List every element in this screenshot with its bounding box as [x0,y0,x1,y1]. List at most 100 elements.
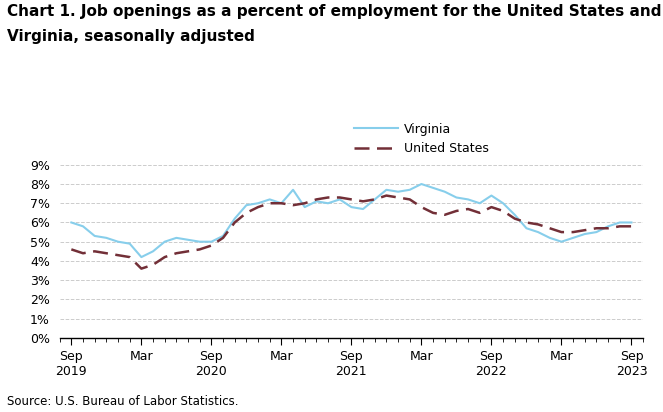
United States [68,247,76,252]
Virginia [68,220,76,225]
United States [324,195,332,200]
United States [208,243,215,248]
United States [231,220,239,225]
United States [289,203,297,208]
Virginia [102,235,110,240]
Virginia [79,224,87,229]
United States [359,199,367,204]
United States [394,195,402,200]
United States [558,229,566,234]
Virginia [499,201,507,206]
Virginia [418,182,426,187]
United States [114,253,122,258]
Line: Virginia: Virginia [72,184,631,257]
Virginia [616,220,624,225]
Virginia [569,235,577,240]
Virginia [335,197,343,202]
Virginia [208,239,215,244]
Virginia [243,203,251,208]
United States [522,220,530,225]
Legend: Virginia, United States: Virginia, United States [354,123,489,155]
Virginia [627,220,635,225]
Virginia [254,201,262,206]
Virginia [149,249,157,254]
United States [335,195,343,200]
United States [534,222,542,227]
Virginia [277,201,285,206]
United States [418,205,426,210]
Virginia [546,235,554,240]
Virginia [476,201,484,206]
United States [137,266,145,271]
Virginia [184,237,192,242]
United States [149,262,157,267]
Virginia [196,239,204,244]
United States [627,224,635,229]
Virginia [383,187,391,192]
Virginia [429,185,437,190]
United States [277,201,285,206]
United States [569,229,577,234]
United States [499,208,507,213]
Virginia [511,212,518,217]
Virginia [324,201,332,206]
Virginia [289,187,297,192]
Virginia [172,235,180,240]
United States [593,226,601,231]
Virginia [487,193,495,198]
Virginia [266,197,274,202]
Text: Virginia, seasonally adjusted: Virginia, seasonally adjusted [7,29,255,44]
Virginia [522,226,530,231]
Text: Chart 1. Job openings as a percent of employment for the United States and: Chart 1. Job openings as a percent of em… [7,4,661,19]
United States [243,211,251,215]
Virginia [593,229,601,234]
United States [266,201,274,206]
Text: Source: U.S. Bureau of Labor Statistics.: Source: U.S. Bureau of Labor Statistics. [7,395,238,408]
Virginia [359,206,367,211]
United States [196,247,204,252]
United States [312,197,320,202]
United States [347,197,355,202]
Virginia [91,234,99,239]
Virginia [441,189,449,194]
Virginia [406,187,414,192]
Virginia [312,199,320,204]
Virginia [604,224,612,229]
United States [91,249,99,254]
Virginia [558,239,566,244]
Virginia [114,239,122,244]
United States [371,197,379,202]
United States [102,251,110,256]
United States [219,235,227,240]
Virginia [301,205,309,210]
Virginia [581,232,589,236]
Virginia [347,205,355,210]
United States [301,201,309,206]
Virginia [126,241,134,246]
United States [160,255,168,260]
Virginia [452,195,460,200]
United States [581,228,589,233]
United States [79,251,87,256]
United States [452,208,460,213]
Virginia [231,216,239,221]
United States [383,193,391,198]
United States [172,251,180,256]
United States [511,216,518,221]
Virginia [464,197,472,202]
Virginia [160,239,168,244]
United States [184,249,192,254]
United States [126,255,134,260]
United States [429,211,437,215]
United States [546,226,554,231]
Virginia [137,255,145,260]
Virginia [534,229,542,234]
United States [604,226,612,231]
United States [441,212,449,217]
Virginia [219,234,227,239]
United States [464,206,472,211]
Line: United States: United States [72,196,631,269]
United States [487,205,495,210]
United States [406,197,414,202]
Virginia [371,197,379,202]
